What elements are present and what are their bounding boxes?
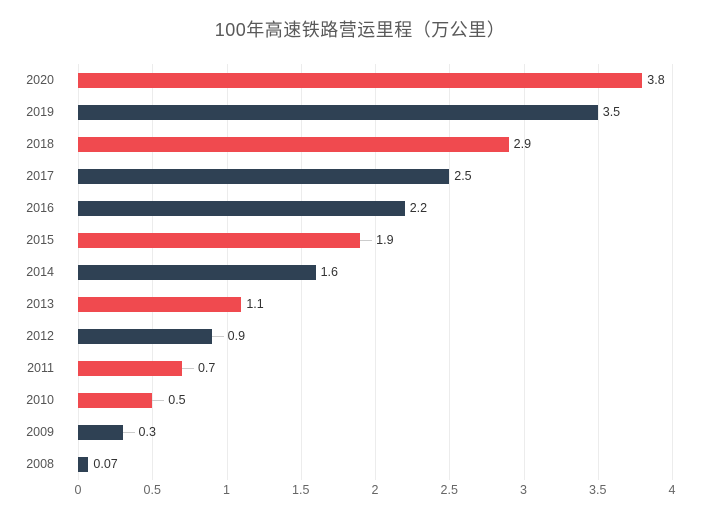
value-label: 1.1	[246, 297, 264, 311]
gridline	[672, 64, 673, 480]
y-axis-label: 2010	[26, 393, 54, 407]
x-tick-label: 2.5	[440, 483, 458, 497]
bar[interactable]	[78, 136, 509, 152]
value-label: 0.3	[138, 425, 156, 439]
bar-row: 2008 0.07	[26, 448, 672, 480]
x-tick-label: 0.5	[143, 483, 161, 497]
y-axis-label: 2012	[26, 329, 54, 343]
bar-row: 2017 2.5	[26, 160, 672, 192]
bar-row: 2020 3.8	[26, 64, 672, 96]
x-tick-label: 3	[520, 483, 527, 497]
value-label: 1.6	[320, 265, 338, 279]
leader-line	[360, 239, 373, 241]
value-label: 2.2	[409, 201, 428, 215]
y-axis-label: 2020	[26, 73, 54, 87]
value-label: 3.8	[647, 73, 665, 87]
bar-row: 2016 2.2	[26, 192, 672, 224]
value-label: 2.9	[513, 137, 532, 151]
y-axis-label: 2015	[26, 233, 54, 247]
bar[interactable]	[78, 328, 212, 344]
value-label: 0.7	[197, 361, 216, 375]
leader-line	[211, 335, 224, 337]
value-label: 1.9	[376, 233, 394, 247]
bar[interactable]	[78, 104, 598, 120]
bar-row: 2013 1.1	[26, 288, 672, 320]
bar[interactable]	[78, 456, 89, 472]
y-axis-label: 2008	[26, 457, 54, 471]
leader-line	[152, 399, 165, 401]
bar[interactable]	[78, 72, 643, 88]
bar-rows: 2020 3.8 2019 3.5 2018 2.9 2017 2.5 2016…	[26, 64, 672, 480]
y-axis-label: 2013	[26, 297, 54, 311]
x-tick-label: 2	[371, 483, 379, 497]
value-label: 2.5	[454, 169, 472, 183]
value-label: 0.9	[227, 329, 246, 343]
gridline	[597, 64, 599, 480]
chart-title: 100年高速铁路营运里程（万公里）	[214, 20, 506, 40]
bar[interactable]	[78, 168, 450, 184]
bar-row: 2019 3.5	[26, 96, 672, 128]
bar[interactable]	[78, 296, 242, 312]
plot-area: 2020 3.8 2019 3.5 2018 2.9 2017 2.5 2016…	[26, 64, 675, 497]
gridline	[375, 64, 376, 480]
y-axis-label: 2014	[26, 265, 54, 279]
x-tick-label: 4	[668, 483, 676, 497]
y-axis-label: 2019	[26, 105, 54, 119]
value-label: 0.5	[168, 393, 186, 407]
bar-row: 2014 1.6	[26, 256, 672, 288]
bar-row: 2012 0.9	[26, 320, 672, 352]
y-axis-label: 2017	[26, 169, 54, 183]
x-tick-label: 1.5	[292, 483, 310, 497]
bar-row: 2010 0.5	[26, 384, 672, 416]
bar-row: 2011 0.7	[27, 352, 672, 384]
bar-row: 2009 0.3	[26, 416, 672, 448]
bar-row: 2015 1.9	[26, 224, 672, 256]
value-label: 0.07	[93, 457, 118, 471]
bar[interactable]	[78, 200, 405, 216]
leader-line	[181, 367, 194, 369]
x-tick-label: 1	[223, 483, 230, 497]
bar[interactable]	[78, 232, 361, 248]
x-axis: 0 0.5 1 1.5 2 2.5 3 3.5 4	[75, 483, 676, 503]
y-axis-label: 2018	[26, 137, 54, 151]
bar[interactable]	[78, 264, 316, 280]
x-tick-label: 0	[74, 483, 82, 497]
bar[interactable]	[78, 360, 182, 376]
bar[interactable]	[78, 392, 153, 408]
bar-row: 2018 2.9	[26, 128, 672, 160]
leader-line	[122, 431, 135, 433]
gridline	[449, 64, 451, 480]
bar[interactable]	[78, 424, 123, 440]
gridline	[523, 64, 525, 480]
y-axis-label: 2016	[26, 201, 54, 215]
y-axis-label: 2011	[27, 361, 54, 375]
y-axis-label: 2009	[26, 425, 54, 439]
x-tick-label: 3.5	[589, 483, 607, 497]
value-label: 3.5	[602, 105, 621, 119]
